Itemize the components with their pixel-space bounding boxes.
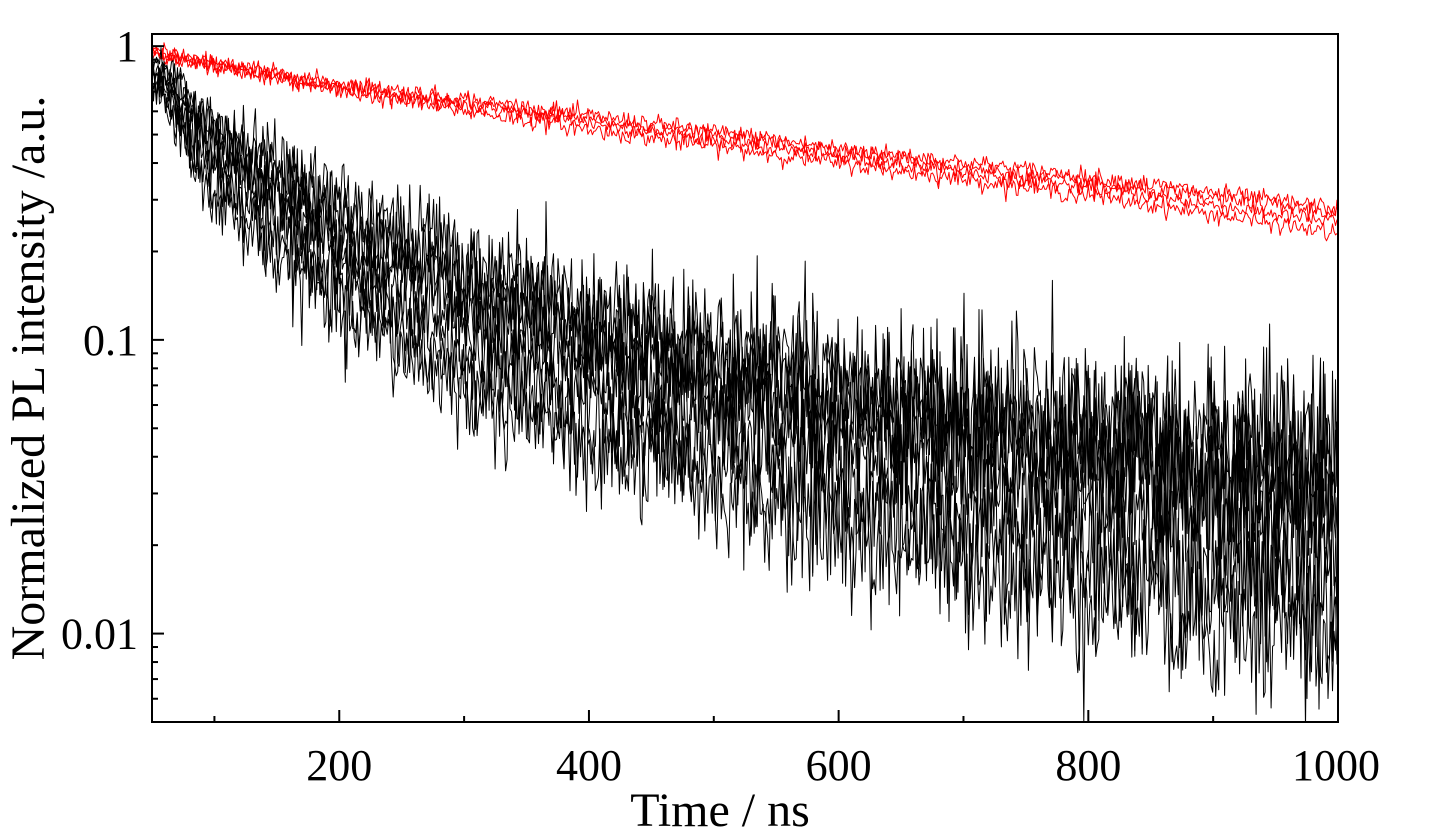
series-layer <box>152 42 1338 722</box>
x-axis-title: Time / ns <box>630 784 810 830</box>
series-line <box>152 65 1338 625</box>
axes-layer: 200 400 600 800 1000 1 0.1 0.01 <box>61 22 1380 790</box>
y-tick-label: 1 <box>116 22 138 71</box>
plot-frame <box>151 33 1339 723</box>
y-tick-label: 0.01 <box>61 610 138 659</box>
x-tick-label: 400 <box>556 741 622 790</box>
y-tick-label: 0.1 <box>83 316 138 365</box>
series-line <box>152 71 1338 722</box>
series-line <box>152 47 1338 222</box>
y-axis-title: Normalized PL intensity /a.u. <box>2 96 55 661</box>
x-tick-label: 1000 <box>1292 741 1380 790</box>
x-tick-label: 200 <box>306 741 372 790</box>
series-line <box>152 42 1338 242</box>
series-line <box>152 73 1338 679</box>
labels-layer: Time / ns Normalized PL intensity /a.u. <box>2 96 810 830</box>
x-tick-label: 800 <box>1055 741 1121 790</box>
x-tick-label: 600 <box>806 741 872 790</box>
series-line <box>152 63 1338 607</box>
